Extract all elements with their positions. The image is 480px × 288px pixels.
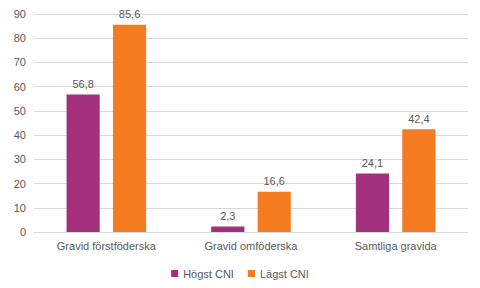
svg-text:50: 50 bbox=[14, 105, 26, 117]
svg-text:56,8: 56,8 bbox=[72, 78, 93, 90]
svg-text:60: 60 bbox=[14, 81, 26, 93]
svg-text:85,6: 85,6 bbox=[119, 8, 140, 20]
svg-text:10: 10 bbox=[14, 202, 26, 214]
svg-text:40: 40 bbox=[14, 129, 26, 141]
svg-text:2,3: 2,3 bbox=[220, 210, 235, 222]
svg-text:Lägst CNI: Lägst CNI bbox=[260, 268, 309, 280]
svg-text:80: 80 bbox=[14, 32, 26, 44]
svg-text:30: 30 bbox=[14, 153, 26, 165]
svg-text:20: 20 bbox=[14, 178, 26, 190]
svg-text:90: 90 bbox=[14, 8, 26, 20]
svg-text:24,1: 24,1 bbox=[362, 157, 383, 169]
svg-text:Gravid förstföderska: Gravid förstföderska bbox=[57, 240, 157, 252]
svg-text:Högst CNI: Högst CNI bbox=[183, 268, 234, 280]
svg-text:Samtliga gravida: Samtliga gravida bbox=[355, 240, 438, 252]
svg-text:Gravid omföderska: Gravid omföderska bbox=[205, 240, 299, 252]
svg-text:0: 0 bbox=[20, 226, 26, 238]
svg-text:70: 70 bbox=[14, 56, 26, 68]
svg-text:42,4: 42,4 bbox=[408, 113, 429, 125]
svg-text:16,6: 16,6 bbox=[263, 175, 284, 187]
